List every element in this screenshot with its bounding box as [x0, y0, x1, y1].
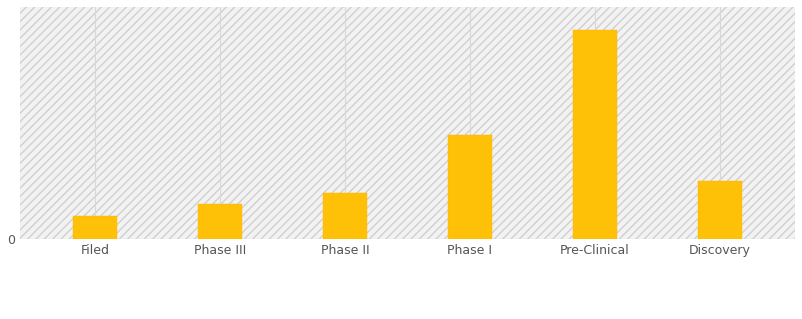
- Bar: [448, 135, 492, 239]
- Bar: [198, 204, 241, 239]
- Bar: [323, 193, 367, 239]
- Bar: [73, 216, 117, 239]
- Bar: [699, 181, 742, 239]
- Bar: [20, 7, 795, 239]
- Bar: [573, 30, 617, 239]
